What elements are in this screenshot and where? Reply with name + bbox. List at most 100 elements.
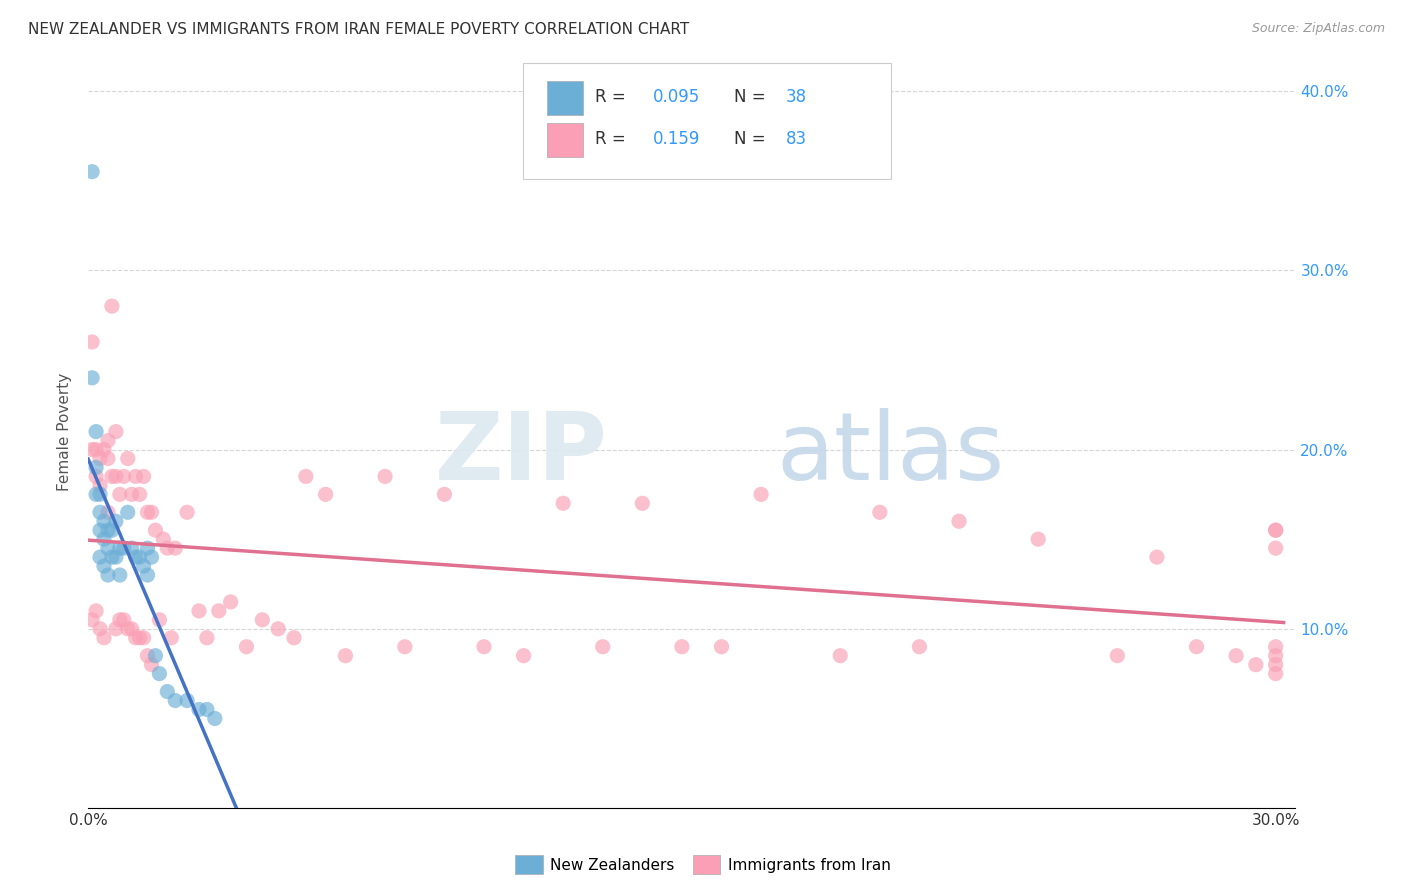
Point <box>82 442 104 457</box>
Point <box>84 442 107 457</box>
Point <box>141 657 163 672</box>
Text: R =: R = <box>595 88 631 106</box>
Point <box>128 550 150 565</box>
Point <box>124 550 146 565</box>
Point <box>315 487 337 501</box>
Point <box>1264 657 1286 672</box>
Point <box>869 505 891 519</box>
Point <box>84 487 107 501</box>
Point <box>1264 523 1286 537</box>
Point <box>152 532 174 546</box>
Text: ZIP: ZIP <box>434 409 607 500</box>
Point <box>128 631 150 645</box>
Point <box>89 487 111 501</box>
Point <box>136 568 159 582</box>
Point <box>208 604 231 618</box>
Point <box>112 469 135 483</box>
Point <box>1264 666 1286 681</box>
Point <box>93 559 115 574</box>
Point <box>97 523 120 537</box>
Text: N =: N = <box>734 130 770 148</box>
FancyBboxPatch shape <box>547 123 583 157</box>
Point <box>1244 657 1267 672</box>
Point <box>97 505 120 519</box>
Point <box>136 505 159 519</box>
Point <box>335 648 357 663</box>
Point <box>97 541 120 556</box>
Point <box>1026 532 1049 546</box>
Point <box>145 523 167 537</box>
Point <box>108 541 131 556</box>
Point <box>101 523 124 537</box>
Point <box>592 640 614 654</box>
Point <box>267 622 290 636</box>
Point <box>160 631 183 645</box>
Point <box>104 622 127 636</box>
Point <box>141 505 163 519</box>
Point <box>108 568 131 582</box>
Point <box>631 496 654 510</box>
FancyBboxPatch shape <box>547 81 583 115</box>
Point <box>165 693 187 707</box>
Text: 0.095: 0.095 <box>654 88 700 106</box>
Point <box>89 451 111 466</box>
Point <box>908 640 931 654</box>
Point <box>156 541 179 556</box>
Point <box>84 604 107 618</box>
Point <box>136 541 159 556</box>
Point <box>176 693 198 707</box>
Point <box>136 648 159 663</box>
Point <box>89 622 111 636</box>
Point <box>117 505 139 519</box>
Point <box>124 631 146 645</box>
Point <box>93 631 115 645</box>
Point <box>749 487 772 501</box>
Point <box>283 631 305 645</box>
Point <box>176 505 198 519</box>
Point <box>89 478 111 492</box>
Point <box>101 550 124 565</box>
Point <box>84 425 107 439</box>
Point <box>89 550 111 565</box>
Point <box>1107 648 1129 663</box>
Point <box>104 550 127 565</box>
Point <box>141 550 163 565</box>
Point <box>93 442 115 457</box>
Point <box>93 514 115 528</box>
Point <box>84 460 107 475</box>
Point <box>104 469 127 483</box>
Point <box>132 559 155 574</box>
Point <box>117 451 139 466</box>
Point <box>89 523 111 537</box>
Point <box>89 505 111 519</box>
Point <box>1146 550 1168 565</box>
Point <box>1225 648 1247 663</box>
Point <box>124 469 146 483</box>
Point <box>204 711 226 725</box>
Point <box>1264 523 1286 537</box>
Point <box>188 702 211 716</box>
Point <box>84 469 107 483</box>
Point <box>93 532 115 546</box>
Point <box>101 299 124 313</box>
Point <box>97 568 120 582</box>
Point <box>374 469 396 483</box>
Y-axis label: Female Poverty: Female Poverty <box>58 373 72 491</box>
Point <box>112 541 135 556</box>
FancyBboxPatch shape <box>523 62 891 179</box>
Text: atlas: atlas <box>776 409 1004 500</box>
Point <box>165 541 187 556</box>
Text: 0.159: 0.159 <box>654 130 700 148</box>
Point <box>104 514 127 528</box>
Point <box>121 541 143 556</box>
Legend: New Zealanders, Immigrants from Iran: New Zealanders, Immigrants from Iran <box>509 849 897 880</box>
Point <box>132 469 155 483</box>
Point <box>710 640 733 654</box>
Point <box>82 613 104 627</box>
Point <box>295 469 318 483</box>
Point <box>671 640 693 654</box>
Point <box>252 613 274 627</box>
Point <box>121 622 143 636</box>
Text: Source: ZipAtlas.com: Source: ZipAtlas.com <box>1251 22 1385 36</box>
Point <box>948 514 970 528</box>
